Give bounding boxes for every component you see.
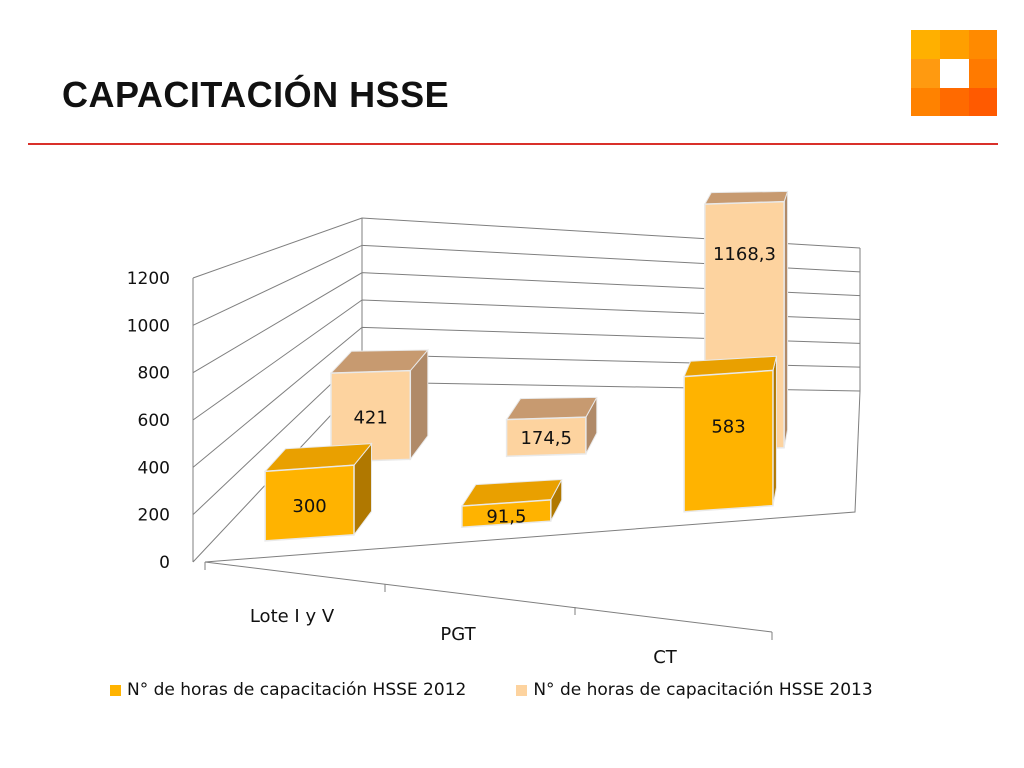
title-divider <box>28 143 998 145</box>
data-label: 1168,3 <box>713 244 776 265</box>
legend-item-2012: N° de horas de capacitación HSSE 2012 <box>110 680 466 700</box>
bar-front-face <box>461 499 552 529</box>
page-title: CAPACITACIÓN HSSE <box>62 74 450 115</box>
data-label: 91,5 <box>486 507 526 528</box>
bar-top-face <box>505 396 598 421</box>
x-category-label: PGT <box>440 624 476 645</box>
x-axis-line <box>204 561 773 633</box>
legend-label-2012: N° de horas de capacitación HSSE 2012 <box>127 680 467 700</box>
bar-front-face <box>264 464 355 542</box>
bar-front-face <box>505 416 587 458</box>
brand-logo <box>911 30 997 116</box>
x-category-label: CT <box>653 647 678 668</box>
data-label: 583 <box>711 417 745 438</box>
data-label: 174,5 <box>520 428 572 449</box>
floor-edge <box>204 390 861 563</box>
x-category-label: Lote I y V <box>250 606 335 627</box>
bar-front-face <box>683 369 774 513</box>
y-tick-label: 1200 <box>127 269 170 289</box>
y-tick-label: 400 <box>138 458 170 478</box>
y-tick-label: 600 <box>138 411 170 431</box>
y-tick-label: 1000 <box>127 316 170 336</box>
legend-item-2013: N° de horas de capacitación HSSE 2013 <box>516 680 873 700</box>
bar-front-face <box>330 369 412 463</box>
legend-swatch-2013 <box>516 684 528 696</box>
legend-label-2013: N° de horas de capacitación HSSE 2013 <box>533 680 873 700</box>
y-tick-label: 800 <box>138 364 170 384</box>
data-label: 421 <box>353 407 387 428</box>
y-tick-label: 0 <box>159 553 170 573</box>
y-tick-label: 200 <box>138 506 170 526</box>
data-label: 300 <box>292 496 326 517</box>
chart-legend: N° de horas de capacitación HSSE 2012 N°… <box>110 680 923 700</box>
legend-swatch-2012 <box>110 684 121 696</box>
